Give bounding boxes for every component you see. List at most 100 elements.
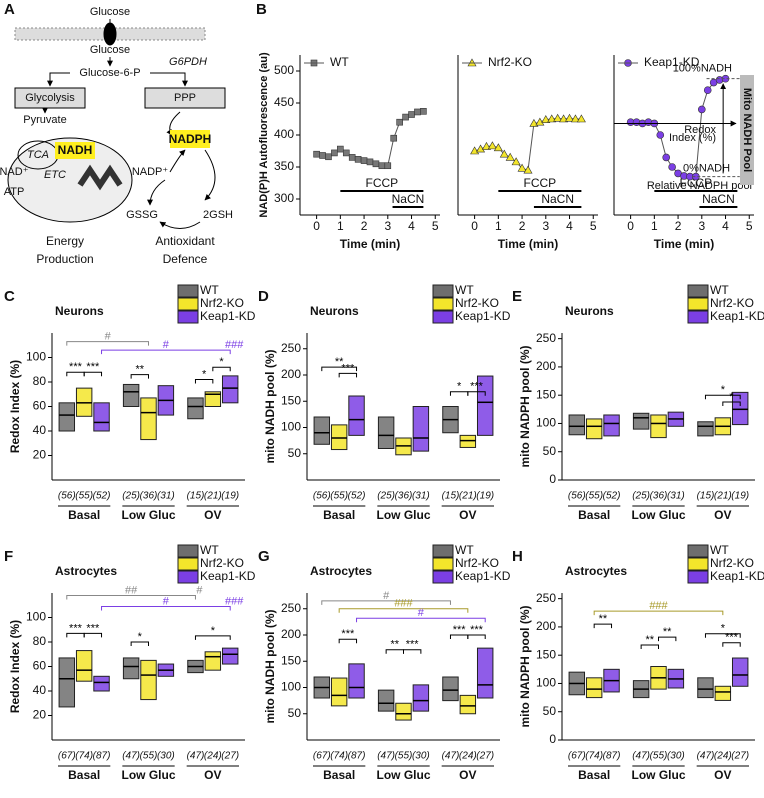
significance-label: ### — [394, 598, 413, 610]
legend-label: WT — [200, 283, 219, 297]
significance-bracket — [403, 649, 422, 654]
legend-swatch — [687, 284, 709, 298]
significance-label: * — [729, 391, 734, 403]
y-tick-label: 100 — [536, 416, 556, 430]
significance-label: * — [457, 381, 462, 393]
significance-bracket — [467, 634, 486, 639]
y-tick-label: 60 — [33, 659, 47, 673]
x-tick-label: 2 — [675, 219, 682, 233]
y-axis-label: Redox Index (%) — [8, 620, 22, 713]
count-label: (31) — [157, 491, 175, 502]
y-tick-label: 250 — [536, 331, 556, 345]
x-tick-label: OV — [714, 768, 731, 782]
diagram-label: TCA — [27, 149, 49, 161]
count-label: (74) — [585, 751, 603, 762]
y-tick-label: 60 — [33, 399, 47, 413]
significance-bracket — [212, 366, 231, 372]
significance-bracket — [338, 608, 469, 613]
significance-bracket — [722, 642, 741, 647]
significance-bracket — [194, 379, 214, 384]
significance-label: ** — [391, 639, 400, 651]
count-label: (36) — [395, 491, 413, 502]
x-tick-label: OV — [714, 508, 731, 522]
x-tick-label: 0 — [313, 219, 320, 233]
count-label: (27) — [476, 751, 494, 762]
count-label: (15) — [442, 491, 460, 502]
box — [731, 391, 749, 426]
y-tick-label: 150 — [281, 653, 301, 667]
legend-label: Nrf2-KO — [200, 296, 244, 310]
panel-letter: F — [4, 548, 13, 565]
significance-bracket — [194, 635, 231, 640]
y-tick-label: 100 — [281, 680, 301, 694]
box — [75, 650, 93, 682]
significance-label: *** — [69, 622, 83, 634]
chart-title: Neurons — [565, 304, 614, 318]
diagram-label: NADPH — [169, 132, 212, 146]
legend-swatch — [432, 570, 454, 584]
y-tick-label: 200 — [281, 367, 301, 381]
legend-label: Keap1-KD — [644, 55, 700, 69]
count-label: (87) — [603, 751, 621, 762]
y-tick-label: 40 — [33, 683, 47, 697]
x-tick-label: 5 — [432, 219, 439, 233]
count-label: (87) — [348, 751, 366, 762]
significance-bracket — [130, 374, 149, 379]
count-label: (56) — [58, 491, 76, 502]
y-tick-label: 100 — [26, 610, 46, 624]
significance-bracket — [722, 401, 741, 406]
count-label: (55) — [585, 491, 603, 502]
count-label: (67) — [568, 751, 586, 762]
point — [319, 152, 326, 159]
legend-label: Keap1-KD — [200, 569, 256, 583]
box — [568, 414, 586, 436]
legend-label: Nrf2-KO — [710, 296, 754, 310]
significance-label: *** — [406, 639, 420, 651]
box — [459, 434, 477, 448]
significance-label: # — [383, 590, 390, 602]
point — [408, 111, 415, 118]
x-tick-label: OV — [204, 768, 221, 782]
box — [330, 424, 348, 451]
count-label: (21) — [714, 491, 732, 502]
y-tick-label: 200 — [281, 627, 301, 641]
y-tick-label: 500 — [274, 63, 294, 77]
significance-bracket — [101, 605, 231, 611]
legend-swatch — [177, 284, 199, 298]
significance-bracket — [321, 366, 358, 372]
y-tick-label: 50 — [543, 444, 557, 458]
legend-label: WT — [710, 283, 729, 297]
diagram-label: Energy — [46, 234, 84, 248]
y-tick-label: 0 — [549, 472, 556, 486]
legend-swatch — [687, 557, 709, 571]
box — [697, 677, 714, 699]
point — [703, 86, 712, 94]
x-tick-label: 4 — [408, 219, 415, 233]
x-tick-label: 3 — [698, 219, 705, 233]
significance-label: # — [105, 330, 112, 342]
box — [632, 412, 650, 430]
count-label: (55) — [395, 751, 413, 762]
significance-bracket — [704, 394, 741, 400]
annotation: Relative NADPH pool — [647, 180, 752, 192]
legend-swatch — [177, 544, 199, 558]
box — [459, 694, 477, 715]
box — [204, 651, 222, 671]
significance-label: *** — [470, 381, 484, 393]
count-label: (15) — [697, 491, 715, 502]
y-tick-label: 100 — [26, 350, 46, 364]
box — [412, 406, 430, 452]
count-label: (56) — [313, 491, 331, 502]
point — [396, 118, 403, 126]
box — [187, 397, 204, 420]
count-label: (47) — [442, 751, 460, 762]
box — [650, 414, 667, 439]
count-label: (30) — [157, 751, 175, 762]
significance-bracket — [66, 341, 149, 346]
count-label: (55) — [75, 491, 93, 502]
count-label: (87) — [93, 751, 111, 762]
diagram-label: NADP⁺ — [132, 166, 169, 178]
y-axis-label: mito NADPH pool (%) — [518, 346, 532, 468]
panel-letter: A — [4, 1, 15, 18]
x-tick-label: OV — [459, 768, 476, 782]
